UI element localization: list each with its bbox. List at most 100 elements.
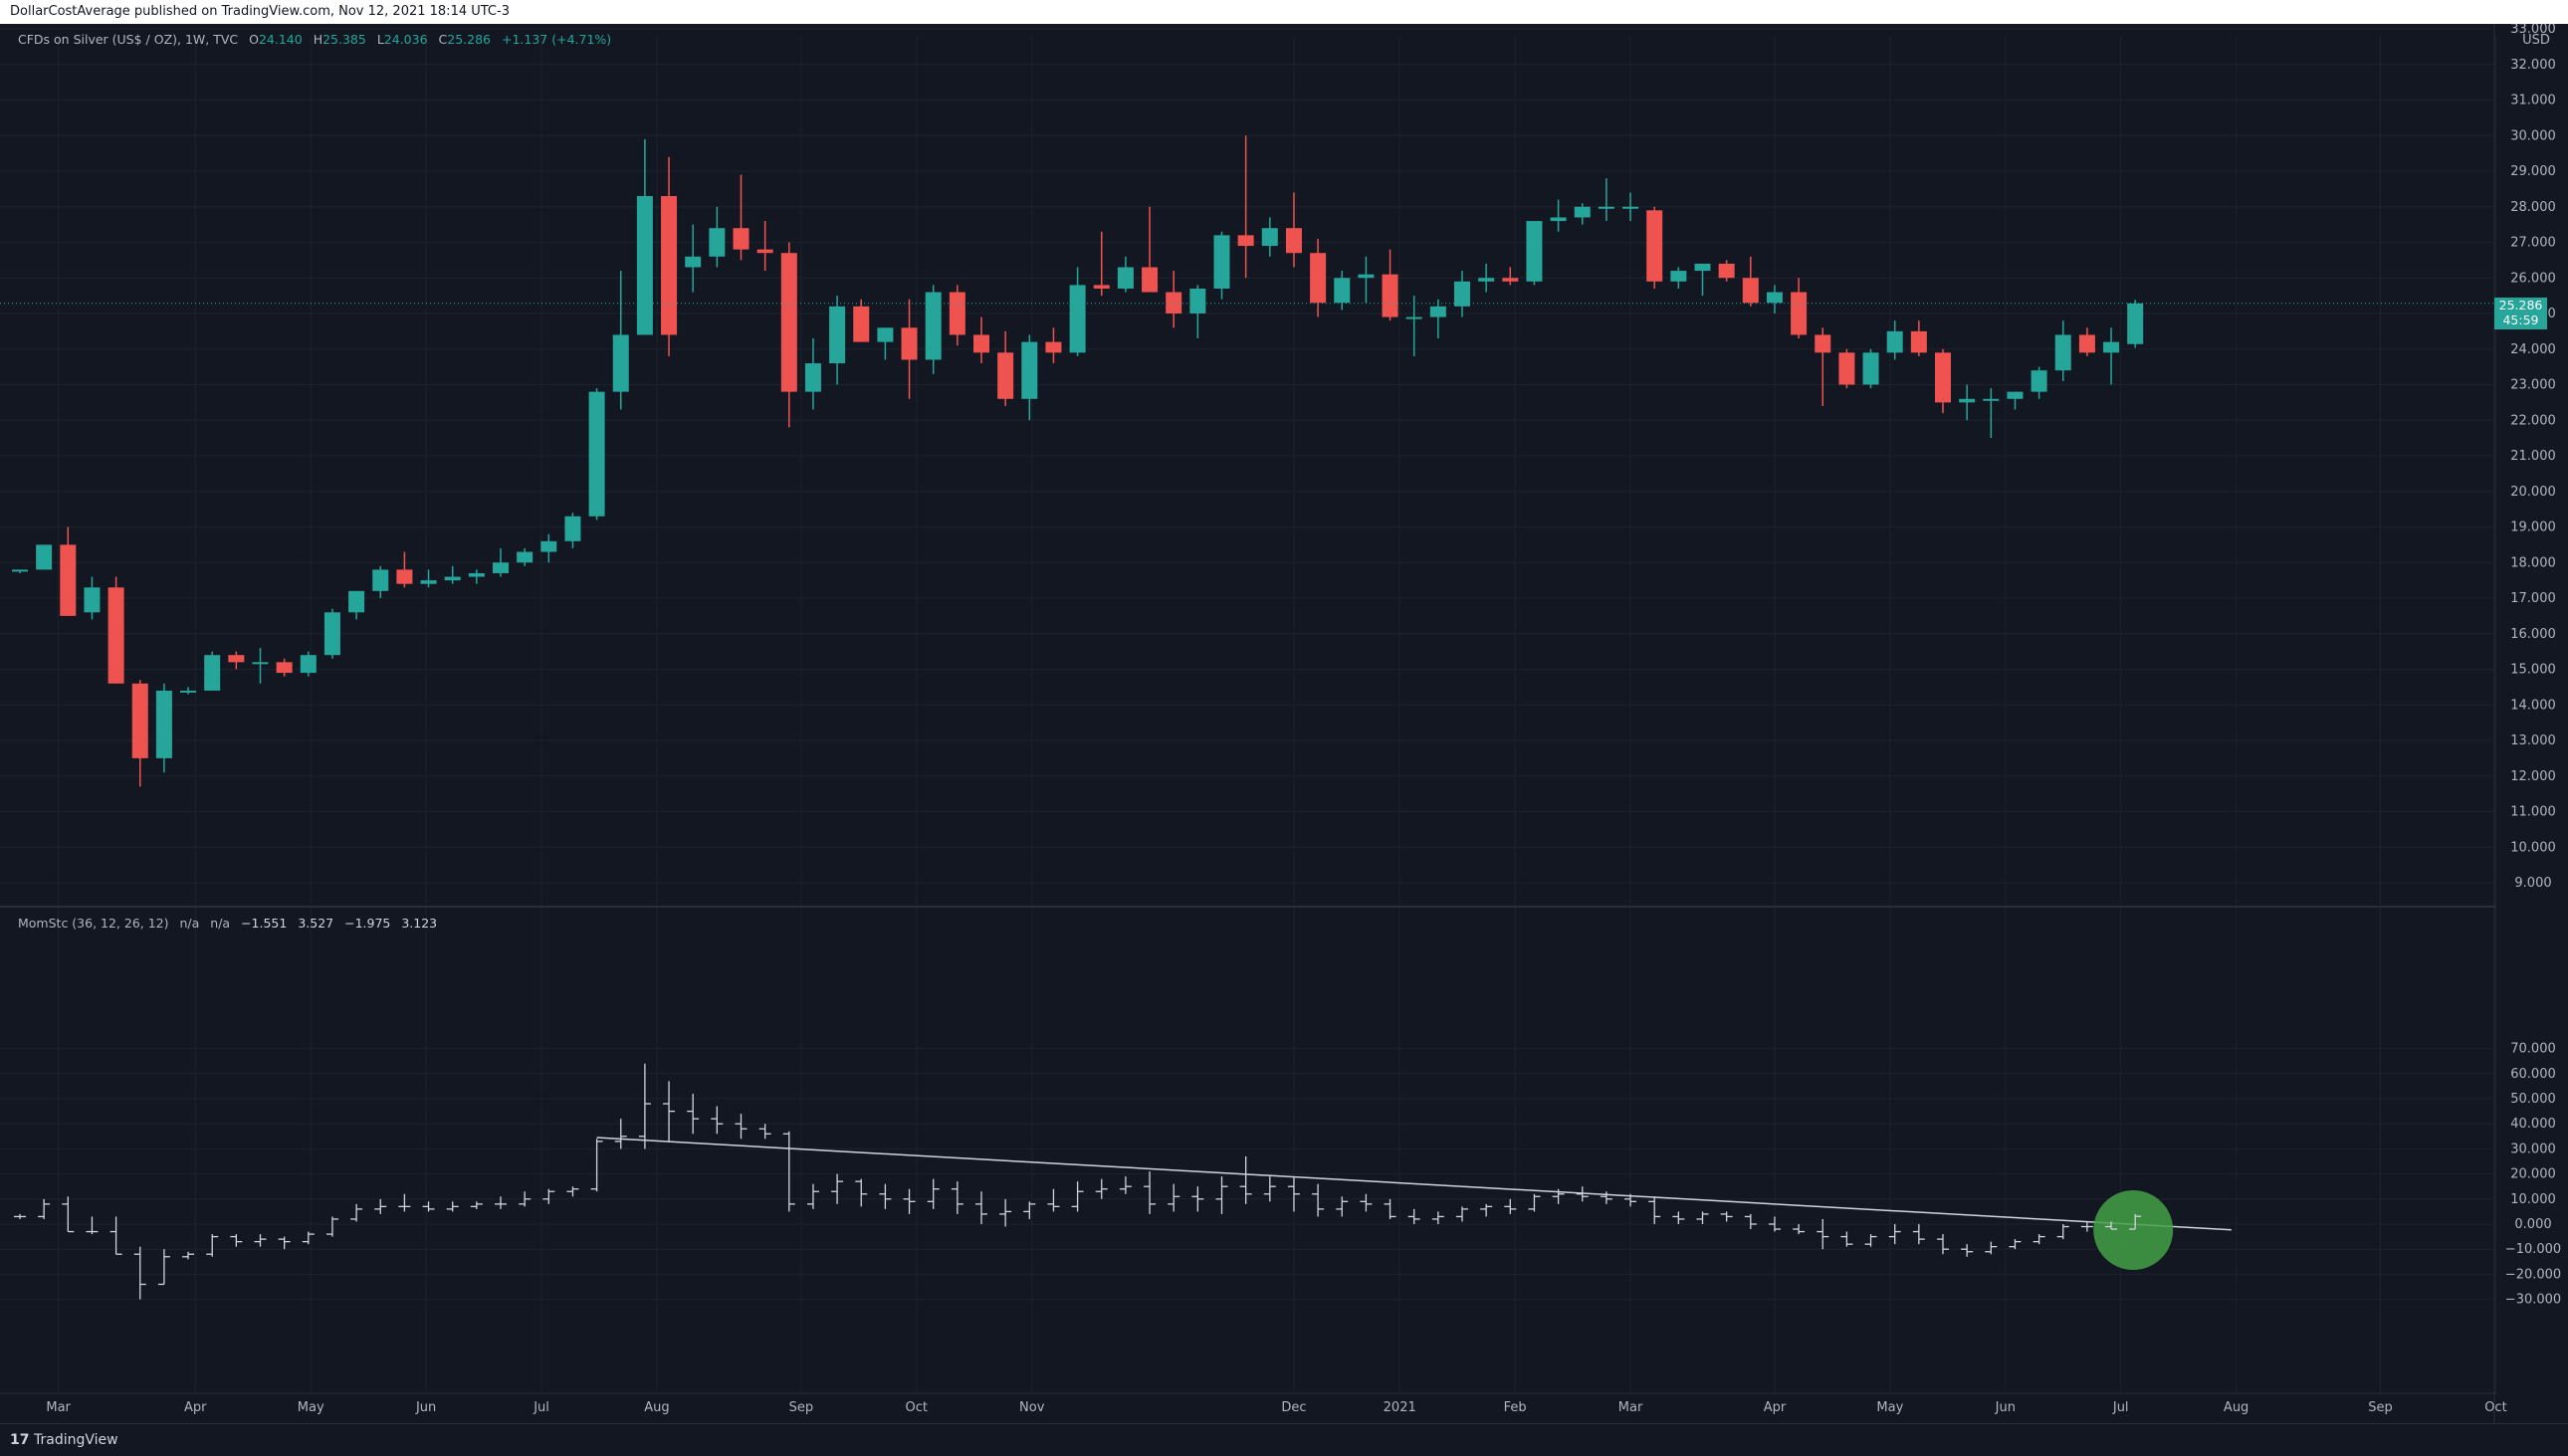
indicator-tick-label: 30.000	[2510, 1142, 2556, 1156]
candle	[60, 526, 77, 616]
candle-body	[612, 334, 629, 392]
time-tick-label: Jun	[1995, 1400, 2016, 1415]
candle-body	[1502, 278, 1519, 282]
candle	[1815, 327, 1831, 406]
indicator-value-4: 3.123	[401, 916, 438, 931]
candle-body	[1526, 221, 1543, 282]
chart-canvas[interactable]: 9.000 10.000 11.000 12.000 13.000 14.000 15.00…	[0, 24, 2568, 1423]
ohlc-bar	[1552, 1188, 1565, 1204]
ohlc-bar	[1384, 1198, 1396, 1219]
time-tick-label: Sep	[789, 1400, 814, 1415]
candle	[1983, 388, 2000, 439]
candle-body	[949, 292, 965, 335]
price-tick-label: 11.000	[2510, 805, 2556, 820]
candle-body	[1959, 398, 1976, 403]
price-tick-label: 31.000	[2510, 94, 2556, 108]
ohlc-bar	[422, 1201, 435, 1212]
candle-body	[564, 516, 581, 541]
ohlc-bar	[1456, 1206, 1468, 1222]
main-price-axis[interactable]: 9.000 10.000 11.000 12.000 13.000 14.000 15.00…	[2510, 24, 2556, 891]
indicator-tick-label: 70.000	[2510, 1042, 2556, 1057]
ohlc-bar	[687, 1093, 700, 1135]
candle	[300, 651, 317, 677]
ohlc-bar	[2129, 1213, 2142, 1230]
candle-body	[973, 334, 989, 353]
candle	[1742, 256, 1759, 307]
indicator-name[interactable]: MomStc (36, 12, 26, 12)	[18, 916, 169, 931]
candle	[1261, 217, 1278, 257]
candle-body	[1766, 292, 1783, 304]
time-tick-label: Mar	[1618, 1400, 1643, 1415]
price-tick-label: 19.000	[2510, 520, 2556, 535]
candle-body	[1694, 263, 1711, 272]
candle-body	[925, 292, 942, 360]
candle	[204, 651, 221, 691]
ohlc-bar	[1504, 1198, 1517, 1214]
indicator-tick-label: 40.000	[2510, 1117, 2556, 1132]
candle	[877, 327, 894, 360]
candle-body	[1093, 285, 1110, 289]
ohlc-bar	[1912, 1224, 1925, 1245]
candle-body	[155, 690, 172, 758]
candle	[925, 285, 942, 374]
ohlc-bar	[1071, 1181, 1084, 1212]
candle-body	[2078, 334, 2095, 353]
candle	[1478, 263, 1495, 293]
ohlc-bar	[1528, 1193, 1541, 1212]
indicator-legend: MomStc (36, 12, 26, 12) n/a n/a −1.551 3…	[18, 916, 437, 931]
price-tick-label: 29.000	[2510, 164, 2556, 179]
candle	[468, 569, 485, 584]
candle-body	[84, 587, 101, 613]
ohlc-bar	[1696, 1211, 1709, 1224]
trendline[interactable]	[596, 1137, 2232, 1231]
candle-body	[877, 327, 894, 342]
indicator-value-1: −1.551	[241, 916, 288, 931]
indicator-tick-label: −20.000	[2505, 1267, 2561, 1282]
ohlc-bar	[1840, 1231, 1853, 1247]
candle-body	[1862, 352, 1879, 385]
candle	[1766, 285, 1783, 313]
symbol-label[interactable]: CFDs on Silver (US$ / OZ), 1W, TVC	[18, 32, 239, 47]
momstc-ohlc-series[interactable]	[14, 1063, 2142, 1300]
candle	[276, 658, 293, 677]
tradingview-brand[interactable]: TradingView	[34, 1432, 118, 1448]
candle-body	[1646, 210, 1663, 282]
price-tick-label: 26.000	[2510, 271, 2556, 286]
ohlc-bar	[782, 1131, 795, 1212]
candle	[1935, 348, 1951, 414]
candle	[1526, 221, 1543, 286]
time-tick-label: 2021	[1384, 1400, 1416, 1415]
candle-body	[180, 690, 197, 693]
candle-body	[804, 363, 821, 392]
price-tick-label: 17.000	[2510, 591, 2556, 606]
ohlc-bar	[663, 1081, 676, 1142]
candle-body	[1910, 330, 1927, 353]
ohlc-bar	[1624, 1193, 1637, 1207]
candle-body	[468, 572, 485, 577]
candle-body	[420, 580, 437, 584]
change-value: +1.137 (+4.71%)	[502, 32, 612, 47]
candle-body	[1189, 288, 1206, 313]
ohlc-bar	[1672, 1211, 1685, 1224]
candle-body	[2031, 370, 2047, 392]
tradingview-logo-icon[interactable]: 17	[10, 1432, 30, 1448]
candle-body	[1838, 352, 1855, 385]
close-value: 25.286	[447, 32, 492, 47]
price-tick-label: 16.000	[2510, 627, 2556, 642]
breakout-highlight-circle[interactable]	[2093, 1190, 2174, 1270]
candle	[2078, 327, 2095, 356]
ohlc-bar	[109, 1216, 122, 1255]
candle-body	[2103, 341, 2120, 353]
candle	[1045, 327, 1062, 364]
price-tick-label: 27.000	[2510, 236, 2556, 251]
ohlc-bar	[2105, 1221, 2118, 1230]
time-tick-label: Oct	[906, 1400, 928, 1415]
ohlc-bar	[446, 1201, 459, 1212]
ohlc-bar	[927, 1178, 940, 1209]
candlestick-series[interactable]	[12, 135, 2144, 787]
candle	[1237, 135, 1254, 279]
main-pane-grid	[0, 28, 2496, 1392]
time-axis[interactable]: Mar Apr May Jun Jul Aug Sep Oct Nov Dec 2021 Feb Mar…	[46, 1400, 2568, 1415]
candle	[636, 138, 653, 335]
indicator-value-axis[interactable]: −30.000 −20.000 −10.000 0.000 10.000 20.000 30…	[2505, 1042, 2561, 1308]
